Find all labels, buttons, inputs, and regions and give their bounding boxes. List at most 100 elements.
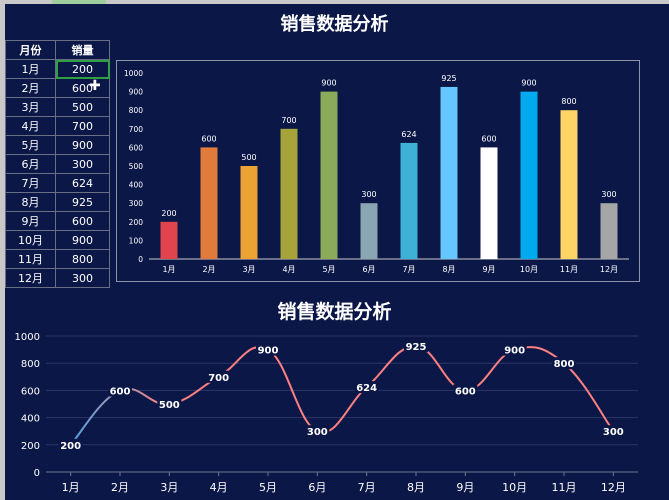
data-label-bg xyxy=(256,343,280,356)
bar-data-label: 600 xyxy=(201,134,216,143)
sales-line xyxy=(69,345,615,446)
month-cell[interactable]: 4月 xyxy=(5,116,56,136)
sales-cell[interactable]: 600 xyxy=(55,78,110,98)
line-x-tick-label: 10月 xyxy=(502,481,527,494)
bar-data-label: 900 xyxy=(521,79,536,88)
bar xyxy=(280,128,298,259)
sales-cell[interactable]: 925 xyxy=(55,192,110,212)
bar-x-tick-label: 11月 xyxy=(560,265,578,274)
data-label-bg xyxy=(502,343,527,356)
bar-data-label: 300 xyxy=(601,190,616,199)
bar-y-tick-label: 400 xyxy=(129,181,144,190)
bar-x-tick-label: 4月 xyxy=(282,265,295,274)
data-label-bg xyxy=(552,357,576,370)
month-cell[interactable]: 1月 xyxy=(5,59,56,79)
line-y-tick-label: 400 xyxy=(21,414,40,425)
table-row: 5月 900 xyxy=(5,135,110,155)
bar-data-label: 200 xyxy=(161,209,176,218)
table-row: 12月 300 xyxy=(5,268,110,288)
bar-x-tick-label: 10月 xyxy=(520,265,538,274)
line-data-label: 300 xyxy=(307,427,328,438)
line-x-tick-label: 12月 xyxy=(601,481,626,494)
bar-y-tick-label: 1000 xyxy=(124,69,143,78)
line-y-tick-label: 600 xyxy=(21,386,40,397)
bar-x-tick-label: 2月 xyxy=(202,265,215,274)
sales-cell[interactable]: 624 xyxy=(55,173,110,193)
sales-cell[interactable]: 200 xyxy=(55,59,110,79)
sales-cell[interactable]: 700 xyxy=(55,116,110,136)
line-x-tick-label: 11月 xyxy=(552,481,577,494)
bar-x-tick-label: 5月 xyxy=(322,265,335,274)
month-cell[interactable]: 5月 xyxy=(5,135,56,155)
header-month[interactable]: 月份 xyxy=(5,40,56,60)
bar-data-label: 925 xyxy=(441,74,456,83)
line-data-label: 925 xyxy=(406,342,427,353)
sales-cell[interactable]: 300 xyxy=(55,268,110,288)
line-data-label: 300 xyxy=(603,427,624,438)
data-label-bg xyxy=(108,384,132,397)
bar-data-label: 500 xyxy=(241,153,256,162)
month-cell[interactable]: 12月 xyxy=(5,268,56,288)
bar xyxy=(520,91,538,259)
bar-x-tick-label: 9月 xyxy=(482,265,495,274)
table-row: 7月 624 xyxy=(5,173,110,193)
bar xyxy=(200,147,218,259)
line-x-tick-label: 8月 xyxy=(407,481,425,494)
line-data-label: 500 xyxy=(159,400,180,411)
line-data-label: 900 xyxy=(258,346,279,357)
bar xyxy=(240,166,258,259)
bar xyxy=(320,91,338,259)
month-cell[interactable]: 6月 xyxy=(5,154,56,174)
table-row: 11月 800 xyxy=(5,249,110,269)
table-row: 8月 925 xyxy=(5,192,110,212)
line-x-tick-label: 5月 xyxy=(259,481,277,494)
bar xyxy=(400,142,418,259)
bar-data-label: 600 xyxy=(481,134,496,143)
bar-x-tick-label: 8月 xyxy=(442,265,455,274)
bar xyxy=(160,221,178,259)
sales-cell[interactable]: 900 xyxy=(55,135,110,155)
data-label-bg xyxy=(453,384,478,397)
selected-column-indicator xyxy=(52,0,106,4)
line-data-label: 900 xyxy=(504,346,525,357)
sales-cell[interactable]: 300 xyxy=(55,154,110,174)
bar-y-tick-label: 300 xyxy=(129,199,144,208)
month-cell[interactable]: 8月 xyxy=(5,192,56,212)
line-data-label: 600 xyxy=(110,386,131,397)
line-chart-title: 销售数据分析 xyxy=(277,301,392,323)
line-x-tick-label: 1月 xyxy=(62,481,80,494)
month-cell[interactable]: 10月 xyxy=(5,230,56,250)
bar xyxy=(480,147,498,259)
line-x-tick-label: 9月 xyxy=(456,481,474,494)
line-data-label: 800 xyxy=(554,359,575,370)
sales-cell[interactable]: 800 xyxy=(55,249,110,269)
table-row: 3月 500 xyxy=(5,97,110,117)
month-cell[interactable]: 11月 xyxy=(5,249,56,269)
bar-data-label: 700 xyxy=(281,116,296,125)
month-cell[interactable]: 7月 xyxy=(5,173,56,193)
bar xyxy=(600,203,618,259)
month-cell[interactable]: 3月 xyxy=(5,97,56,117)
line-data-label: 600 xyxy=(455,386,476,397)
line-chart[interactable]: 0 200 400 600 800 1000 200 1月 600 2月 500 3月 700 4月 900… xyxy=(0,320,669,500)
month-cell[interactable]: 2月 xyxy=(5,78,56,98)
data-label-bg xyxy=(58,438,83,451)
bar-data-label: 800 xyxy=(561,97,576,106)
month-cell[interactable]: 9月 xyxy=(5,211,56,231)
data-label-bg xyxy=(404,340,428,353)
line-data-label: 624 xyxy=(356,383,377,394)
sales-cell[interactable]: 600 xyxy=(55,211,110,231)
line-y-tick-label: 0 xyxy=(34,468,40,479)
bar-y-tick-label: 500 xyxy=(129,162,144,171)
data-label-bg xyxy=(206,370,231,383)
bar-x-tick-label: 12月 xyxy=(600,265,618,274)
bar-chart[interactable]: 0 100 200 300 400 500 600 700 800 900 1000 200 1月 600… xyxy=(116,60,640,282)
data-label-bg xyxy=(354,381,379,394)
sales-cell[interactable]: 900 xyxy=(55,230,110,250)
bar-data-label: 900 xyxy=(321,79,336,88)
header-sales[interactable]: 销量 xyxy=(55,40,110,60)
sales-cell[interactable]: 500 xyxy=(55,97,110,117)
sheet-title: 销售数据分析 xyxy=(280,14,389,35)
bar xyxy=(360,203,378,259)
row-header-bar xyxy=(0,0,5,500)
